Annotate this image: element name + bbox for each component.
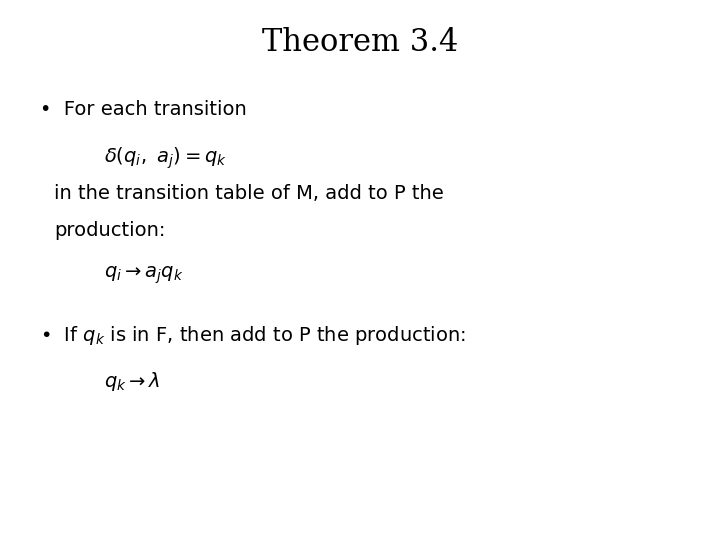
Text: in the transition table of M, add to P the: in the transition table of M, add to P t… [54, 184, 444, 202]
Text: production:: production: [54, 221, 166, 240]
Text: •  If $q_k$ is in F, then add to P the production:: • If $q_k$ is in F, then add to P the pr… [40, 324, 466, 347]
Text: $\delta(q_i,\ a_j) = q_k$: $\delta(q_i,\ a_j) = q_k$ [104, 146, 228, 171]
Text: •  For each transition: • For each transition [40, 100, 246, 119]
Text: $q_i \rightarrow a_j q_k$: $q_i \rightarrow a_j q_k$ [104, 265, 184, 286]
Text: Theorem 3.4: Theorem 3.4 [262, 27, 458, 58]
Text: $q_k \rightarrow \lambda$: $q_k \rightarrow \lambda$ [104, 370, 161, 393]
